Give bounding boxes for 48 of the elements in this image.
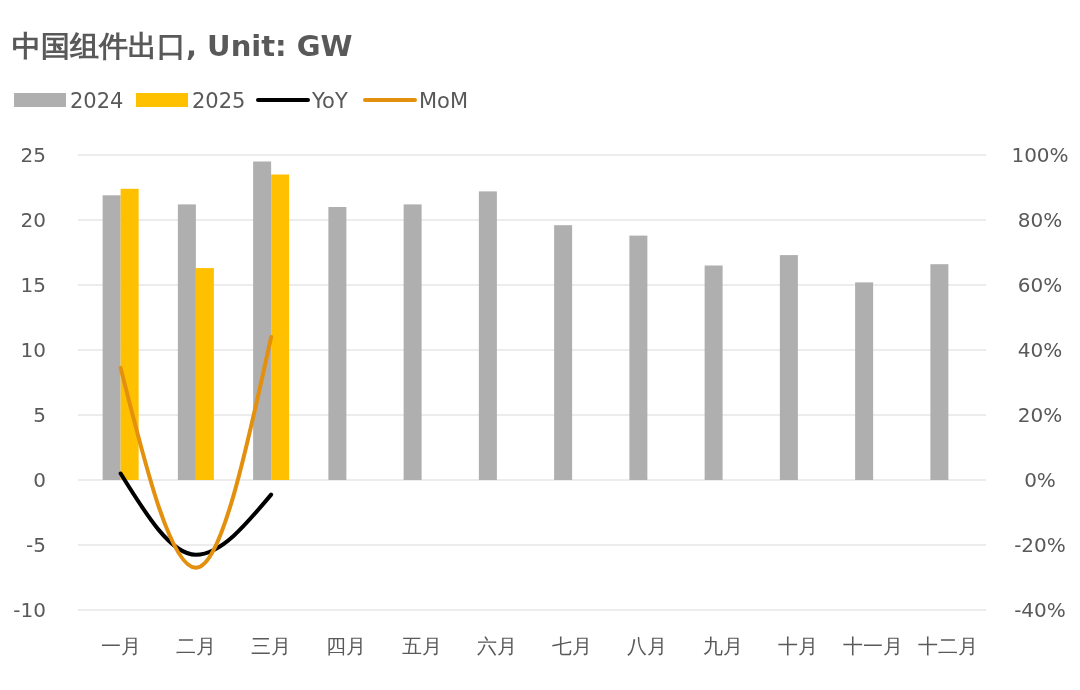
y2-tick-label: 40% xyxy=(1017,338,1063,362)
bar xyxy=(271,174,290,480)
x-tick-label: 八月 xyxy=(627,634,668,658)
x-tick-label: 四月 xyxy=(326,634,367,658)
y-tick-label: -10 xyxy=(13,598,46,622)
x-tick-label: 十月 xyxy=(777,634,818,658)
x-tick-label: 五月 xyxy=(401,634,442,658)
x-tick-label: 二月 xyxy=(175,634,216,658)
bar xyxy=(177,204,196,480)
y2-tick-label: -20% xyxy=(1014,533,1066,557)
bar xyxy=(403,204,422,480)
bar xyxy=(629,235,648,480)
legend-label: YoY xyxy=(311,89,348,113)
y2-tick-label: 60% xyxy=(1017,273,1063,297)
bar xyxy=(554,225,573,480)
x-tick-label: 一月 xyxy=(100,634,141,658)
y-tick-label: 0 xyxy=(33,468,46,492)
y-tick-label: 25 xyxy=(20,143,46,167)
y-tick-label: -5 xyxy=(26,533,46,557)
x-tick-label: 十二月 xyxy=(918,634,979,658)
bar xyxy=(855,282,874,480)
x-tick-label: 六月 xyxy=(476,634,517,658)
bar xyxy=(102,195,121,480)
y2-tick-label: 100% xyxy=(1011,143,1069,167)
bar xyxy=(930,264,949,480)
bar xyxy=(120,188,139,480)
x-tick-label: 七月 xyxy=(552,634,593,658)
bar xyxy=(328,207,347,480)
y2-tick-label: 80% xyxy=(1017,208,1063,232)
legend-label: 2025 xyxy=(192,89,246,113)
y2-tick-label: 20% xyxy=(1017,403,1063,427)
y-tick-label: 10 xyxy=(20,338,46,362)
y2-tick-label: 0% xyxy=(1024,468,1056,492)
bar xyxy=(195,268,214,480)
legend-label: MoM xyxy=(419,89,469,113)
bar xyxy=(478,191,497,480)
bar xyxy=(704,265,723,480)
x-tick-label: 九月 xyxy=(702,634,743,658)
y2-tick-label: -40% xyxy=(1014,598,1066,622)
bar xyxy=(253,161,272,480)
legend-label: 2024 xyxy=(70,89,124,113)
chart-title: 中国组件出口, Unit: GW xyxy=(12,29,353,63)
y-tick-label: 15 xyxy=(20,273,46,297)
y-tick-label: 5 xyxy=(33,403,46,427)
y-tick-label: 20 xyxy=(20,208,46,232)
x-tick-label: 十一月 xyxy=(843,634,904,658)
x-tick-label: 三月 xyxy=(251,634,292,658)
bar xyxy=(779,255,798,480)
